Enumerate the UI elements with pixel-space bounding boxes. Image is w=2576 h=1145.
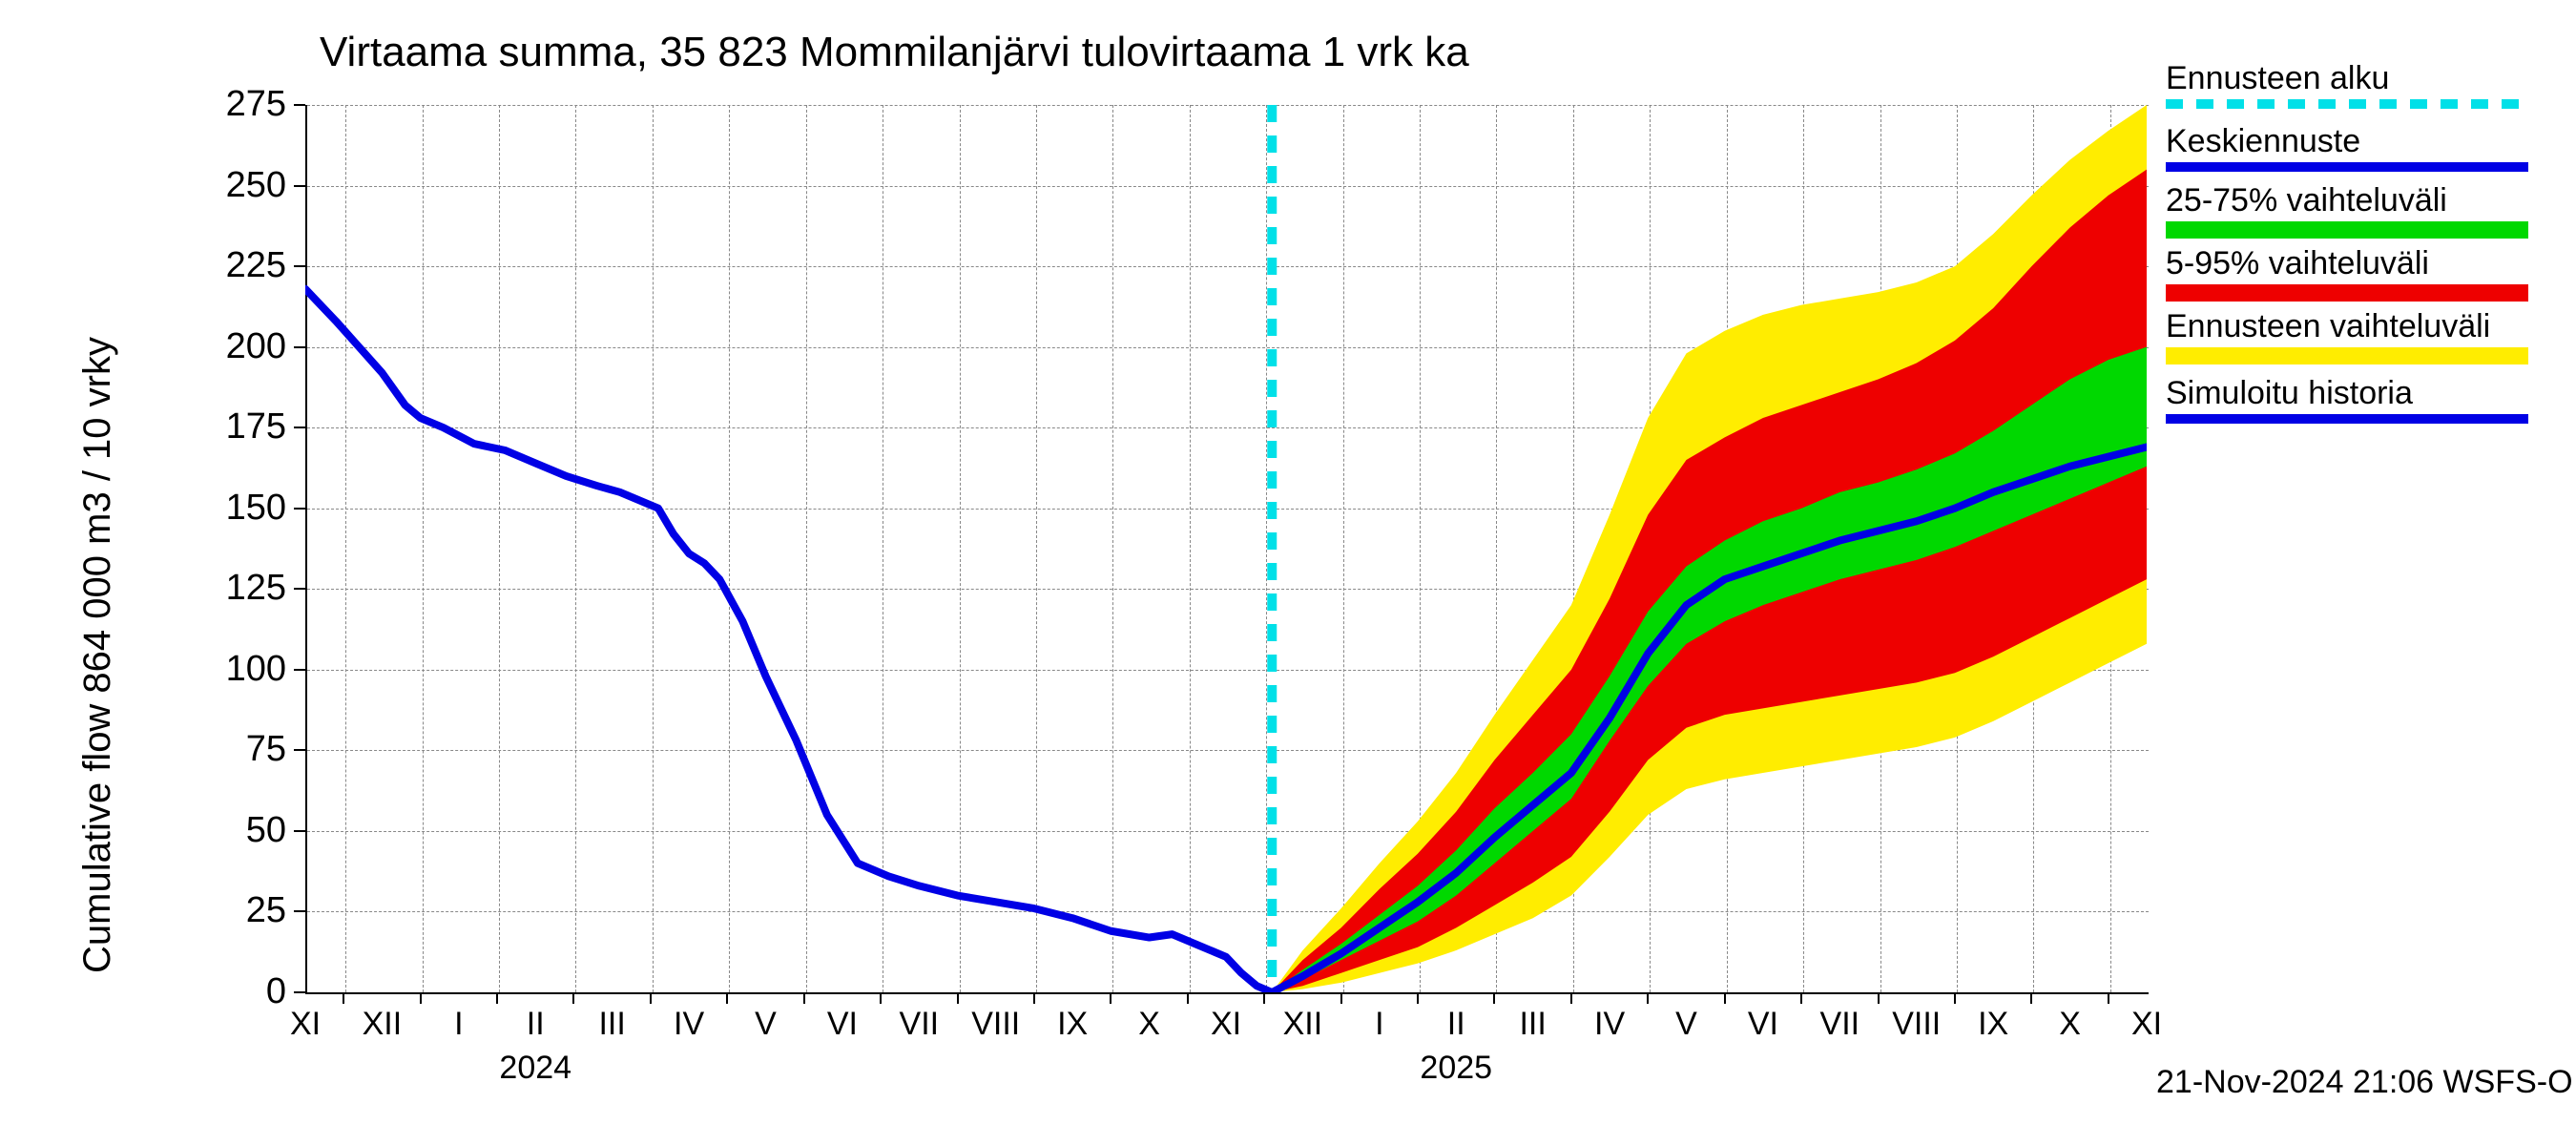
x-month-label: VI xyxy=(804,1006,881,1043)
x-month-label: VI xyxy=(1725,1006,1801,1043)
x-tick xyxy=(957,992,959,1004)
y-tick xyxy=(294,427,305,428)
y-tick xyxy=(294,749,305,751)
legend-swatch xyxy=(2166,162,2528,172)
legend-label: 25-75% vaihteluväli xyxy=(2166,182,2447,219)
legend-item: 5-95% vaihteluväli xyxy=(2166,241,2528,304)
x-month-label: XI xyxy=(2109,1006,2185,1043)
x-year-label: 2024 xyxy=(478,1050,592,1087)
x-tick xyxy=(650,992,652,1004)
x-tick xyxy=(1954,992,1956,1004)
y-tick-label: 75 xyxy=(191,729,286,770)
x-month-label: XI xyxy=(1188,1006,1264,1043)
x-month-label: I xyxy=(421,1006,497,1043)
x-month-label: IX xyxy=(1955,1006,2031,1043)
x-month-label: XI xyxy=(267,1006,343,1043)
x-tick xyxy=(1493,992,1495,1004)
x-month-label: II xyxy=(497,1006,573,1043)
x-tick xyxy=(1187,992,1189,1004)
footer-timestamp: 21-Nov-2024 21:06 WSFS-O xyxy=(2156,1064,2573,1101)
y-tick-label: 50 xyxy=(191,810,286,851)
legend-item: Keskiennuste xyxy=(2166,115,2528,178)
legend-swatch xyxy=(2166,284,2528,302)
x-tick xyxy=(880,992,882,1004)
legend-label: Keskiennuste xyxy=(2166,123,2360,160)
y-tick-label: 150 xyxy=(191,488,286,529)
x-tick xyxy=(1647,992,1649,1004)
x-tick xyxy=(1878,992,1880,1004)
x-month-label: IV xyxy=(651,1006,727,1043)
x-tick xyxy=(496,992,498,1004)
x-tick xyxy=(1724,992,1726,1004)
x-tick xyxy=(1417,992,1419,1004)
x-month-label: V xyxy=(728,1006,804,1043)
x-month-label: VIII xyxy=(1879,1006,1955,1043)
y-tick xyxy=(294,508,305,510)
y-tick xyxy=(294,265,305,267)
y-tick-label: 200 xyxy=(191,326,286,367)
y-tick-label: 175 xyxy=(191,406,286,448)
x-month-label: III xyxy=(574,1006,651,1043)
legend-swatch xyxy=(2166,414,2528,424)
x-tick xyxy=(1263,992,1265,1004)
x-tick xyxy=(420,992,422,1004)
legend-item: Ennusteen vaihteluväli xyxy=(2166,304,2528,367)
legend-swatch xyxy=(2166,99,2528,109)
x-tick xyxy=(1340,992,1342,1004)
legend: Ennusteen alku Keskiennuste 25-75% vaihtel… xyxy=(2166,52,2528,430)
x-month-label: XII xyxy=(343,1006,420,1043)
y-tick-label: 125 xyxy=(191,568,286,609)
legend-label: Ennusteen vaihteluväli xyxy=(2166,308,2490,345)
x-year-label: 2025 xyxy=(1399,1050,1513,1087)
y-tick xyxy=(294,669,305,671)
y-tick xyxy=(294,185,305,187)
x-month-label: III xyxy=(1495,1006,1571,1043)
x-tick xyxy=(572,992,574,1004)
legend-label: Ennusteen alku xyxy=(2166,60,2389,97)
y-tick xyxy=(294,346,305,348)
x-tick xyxy=(1570,992,1572,1004)
y-tick xyxy=(294,104,305,106)
y-tick xyxy=(294,910,305,912)
y-tick-label: 275 xyxy=(191,84,286,125)
y-tick-label: 250 xyxy=(191,165,286,206)
y-tick xyxy=(294,830,305,832)
y-tick xyxy=(294,991,305,993)
legend-item: Ennusteen alku xyxy=(2166,52,2528,115)
legend-item: 25-75% vaihteluväli xyxy=(2166,178,2528,241)
x-month-label: IX xyxy=(1034,1006,1111,1043)
y-tick-label: 100 xyxy=(191,649,286,690)
legend-swatch xyxy=(2166,347,2528,364)
legend-label: Simuloitu historia xyxy=(2166,375,2413,412)
x-tick xyxy=(2030,992,2032,1004)
x-month-label: XII xyxy=(1264,1006,1340,1043)
x-month-label: VII xyxy=(881,1006,957,1043)
x-tick xyxy=(2108,992,2109,1004)
legend-swatch xyxy=(2166,221,2528,239)
x-month-label: I xyxy=(1341,1006,1418,1043)
x-month-label: V xyxy=(1649,1006,1725,1043)
x-tick xyxy=(343,992,344,1004)
x-month-label: VII xyxy=(1801,1006,1878,1043)
chart-container: Virtaama summa, 35 823 Mommilanjärvi tul… xyxy=(0,0,2576,1145)
x-tick xyxy=(803,992,805,1004)
x-tick xyxy=(1800,992,1802,1004)
x-month-label: X xyxy=(1111,1006,1188,1043)
x-tick xyxy=(1033,992,1035,1004)
legend-label: 5-95% vaihteluväli xyxy=(2166,245,2429,282)
x-month-label: IV xyxy=(1571,1006,1648,1043)
legend-item: Simuloitu historia xyxy=(2166,367,2528,430)
x-month-label: II xyxy=(1418,1006,1494,1043)
y-tick-label: 25 xyxy=(191,890,286,931)
x-tick xyxy=(726,992,728,1004)
y-tick-label: 225 xyxy=(191,245,286,286)
x-tick xyxy=(1110,992,1111,1004)
x-month-label: VIII xyxy=(958,1006,1034,1043)
y-tick xyxy=(294,588,305,590)
x-month-label: X xyxy=(2032,1006,2109,1043)
